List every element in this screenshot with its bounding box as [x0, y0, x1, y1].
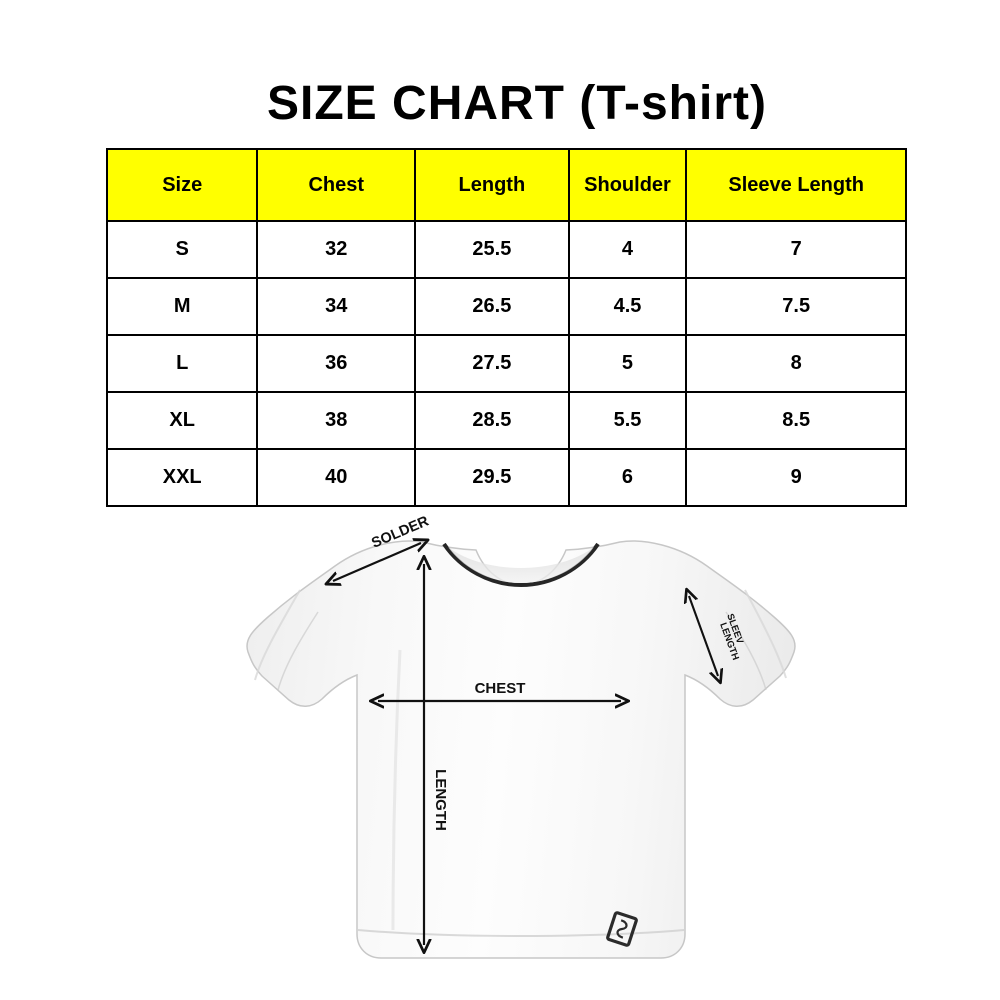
svg-text:CHEST: CHEST: [475, 680, 526, 697]
svg-text:LENGTH: LENGTH: [432, 769, 449, 831]
